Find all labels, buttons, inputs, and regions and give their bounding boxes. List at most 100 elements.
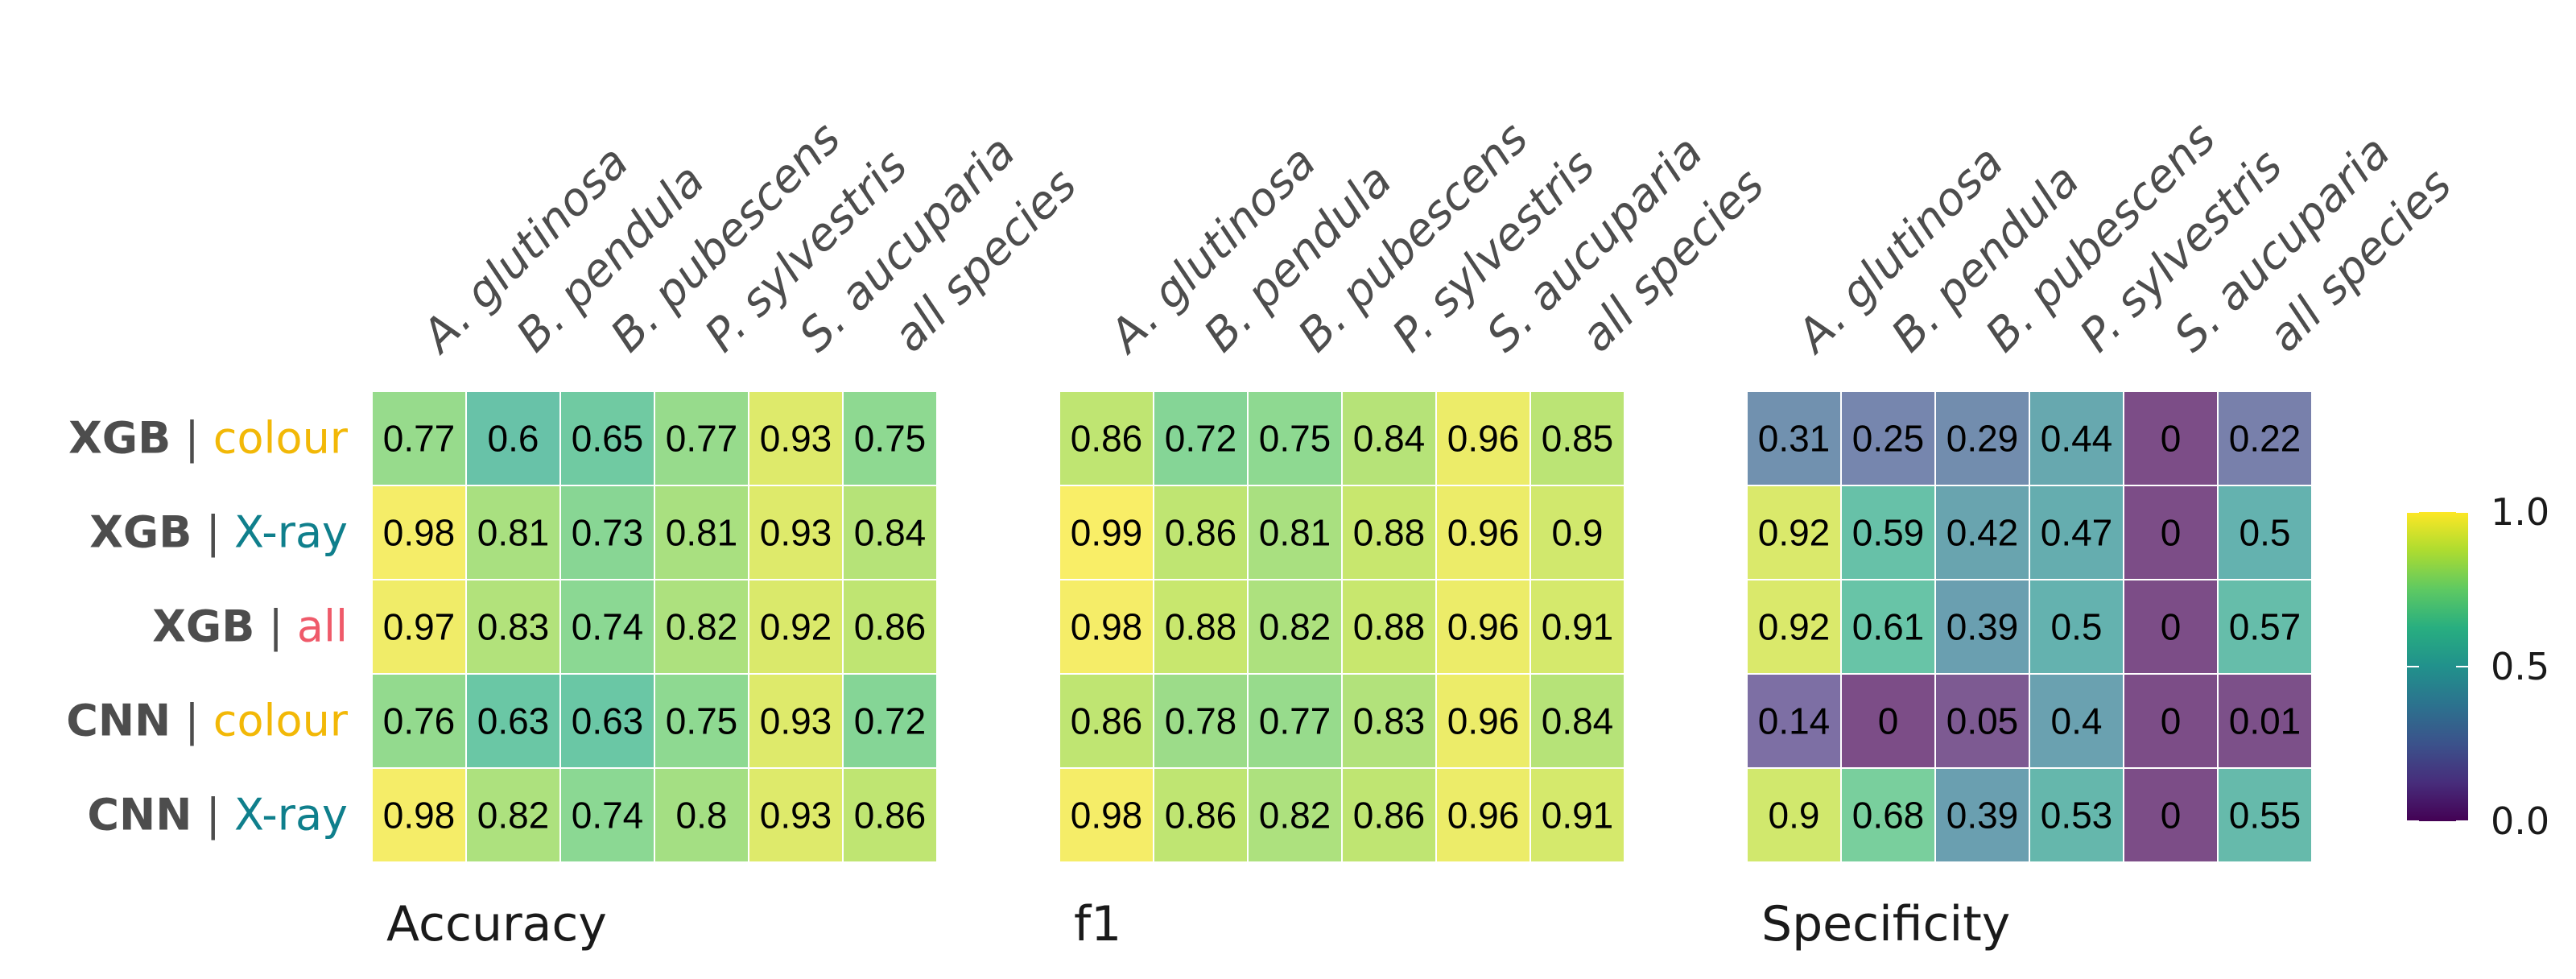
cell-value-label: 0.57 (2229, 606, 2301, 648)
cell-value-label: 0.63 (477, 700, 550, 742)
heatmap-cell (842, 673, 938, 769)
heatmap-cell (1059, 579, 1154, 675)
cell-value-label: 0.47 (2041, 512, 2113, 554)
heatmap-cell (1341, 390, 1437, 486)
heatmap-cell (1153, 390, 1249, 486)
cell-value-label: 0.65 (572, 418, 644, 460)
row-label-features: X-ray (234, 790, 348, 841)
heatmap-cell (2029, 579, 2124, 675)
cell-value-label: 0.83 (1353, 700, 1426, 742)
cell-value-label: 0.76 (383, 700, 456, 742)
cell-value-label: 0.86 (1071, 700, 1143, 742)
cell-value-label: 0.82 (666, 606, 738, 648)
heatmap-cell (2217, 673, 2313, 769)
row-label-separator: | (192, 507, 234, 558)
cell-value-label: 0.84 (1542, 700, 1614, 742)
cell-value-label: 0.82 (477, 795, 550, 836)
cell-value-label: 0.6 (488, 418, 539, 460)
cell-value-label: 0.74 (572, 795, 644, 836)
cell-value-label: 0.77 (1259, 700, 1331, 742)
legend-tick-label: 1.0 (2491, 490, 2549, 534)
cell-value-label: 0.81 (477, 512, 550, 554)
cell-value-label: 0 (1878, 700, 1899, 742)
panel-title: f1 (1074, 896, 1121, 952)
heatmap-cell (654, 673, 749, 769)
cell-value-label: 0.86 (854, 795, 927, 836)
cell-value-label: 0.53 (2041, 795, 2113, 836)
row-label-model: XGB (89, 507, 192, 558)
cell-value-label: 0.96 (1447, 418, 1520, 460)
cell-value-label: 0.93 (760, 795, 832, 836)
cell-value-label: 0.88 (1353, 512, 1426, 554)
cell-value-label: 0.77 (666, 418, 738, 460)
heatmap-cell (2029, 767, 2124, 863)
heatmap-cell (1341, 485, 1437, 580)
cell-value-label: 0.98 (1071, 606, 1143, 648)
heatmap-cell (842, 485, 938, 580)
cell-value-label: 0.86 (854, 606, 927, 648)
row-label: XGB | all (152, 601, 348, 652)
row-label-model: XGB (152, 601, 254, 652)
cell-value-label: 0.88 (1165, 606, 1237, 648)
cell-value-label: 0.59 (1852, 512, 1925, 554)
cell-value-label: 0.98 (1071, 795, 1143, 836)
cell-value-label: 0.42 (1946, 512, 2019, 554)
heatmap-cell (1840, 673, 1936, 769)
row-label: XGB | colour (68, 413, 349, 464)
heatmap-cell (371, 767, 467, 863)
cell-value-label: 0.96 (1447, 795, 1520, 836)
heatmap-cell (559, 390, 655, 486)
cell-value-label: 0.91 (1542, 795, 1614, 836)
heatmap-cell (2217, 390, 2313, 486)
heatmap-cell (559, 767, 655, 863)
cell-value-label: 0.88 (1353, 606, 1426, 648)
heatmap-cell (2123, 767, 2219, 863)
heatmap-cell (371, 579, 467, 675)
cell-value-label: 0.5 (2240, 512, 2291, 554)
cell-value-label: 0.72 (1165, 418, 1237, 460)
cell-value-label: 0.55 (2229, 795, 2301, 836)
heatmap-cell (1341, 673, 1437, 769)
row-label-separator: | (254, 601, 297, 652)
heatmap-cell (1934, 767, 2030, 863)
cell-value-label: 0.82 (1259, 795, 1331, 836)
cell-value-label: 0.22 (2229, 418, 2301, 460)
cell-value-label: 0.82 (1259, 606, 1331, 648)
cell-value-label: 0 (2161, 700, 2182, 742)
legend-tick-label: 0.0 (2491, 799, 2549, 843)
cell-value-label: 0.9 (1769, 795, 1820, 836)
heatmap-cell (748, 673, 844, 769)
heatmap-cell (371, 673, 467, 769)
cell-value-label: 0.97 (383, 606, 456, 648)
heatmap-cell (1153, 485, 1249, 580)
cell-value-label: 0.99 (1071, 512, 1143, 554)
cell-value-label: 0.63 (572, 700, 644, 742)
cell-value-label: 0.75 (854, 418, 927, 460)
heatmap-cell (1341, 767, 1437, 863)
heatmap-cell (1247, 579, 1343, 675)
cell-value-label: 0.81 (1259, 512, 1331, 554)
cell-value-label: 0 (2161, 512, 2182, 554)
heatmap-cell (654, 485, 749, 580)
heatmap-cell (465, 485, 561, 580)
heatmap-cell (559, 579, 655, 675)
row-label-separator: | (192, 790, 234, 841)
heatmap-cell (1247, 767, 1343, 863)
cell-value-label: 0.31 (1758, 418, 1831, 460)
cell-value-label: 0.86 (1165, 795, 1237, 836)
heatmap-cell (1059, 673, 1154, 769)
cell-value-label: 0.4 (2051, 700, 2103, 742)
cell-value-label: 0.72 (854, 700, 927, 742)
cell-value-label: 0.75 (666, 700, 738, 742)
heatmap-cell (1530, 767, 1625, 863)
panel-title: Specificity (1761, 896, 2010, 952)
heatmap-cell (1530, 390, 1625, 486)
heatmap-cell (2217, 767, 2313, 863)
heatmap-cell (1153, 767, 1249, 863)
heatmap-cell (748, 579, 844, 675)
heatmap-cell (1530, 485, 1625, 580)
heatmap-cell (2217, 485, 2313, 580)
